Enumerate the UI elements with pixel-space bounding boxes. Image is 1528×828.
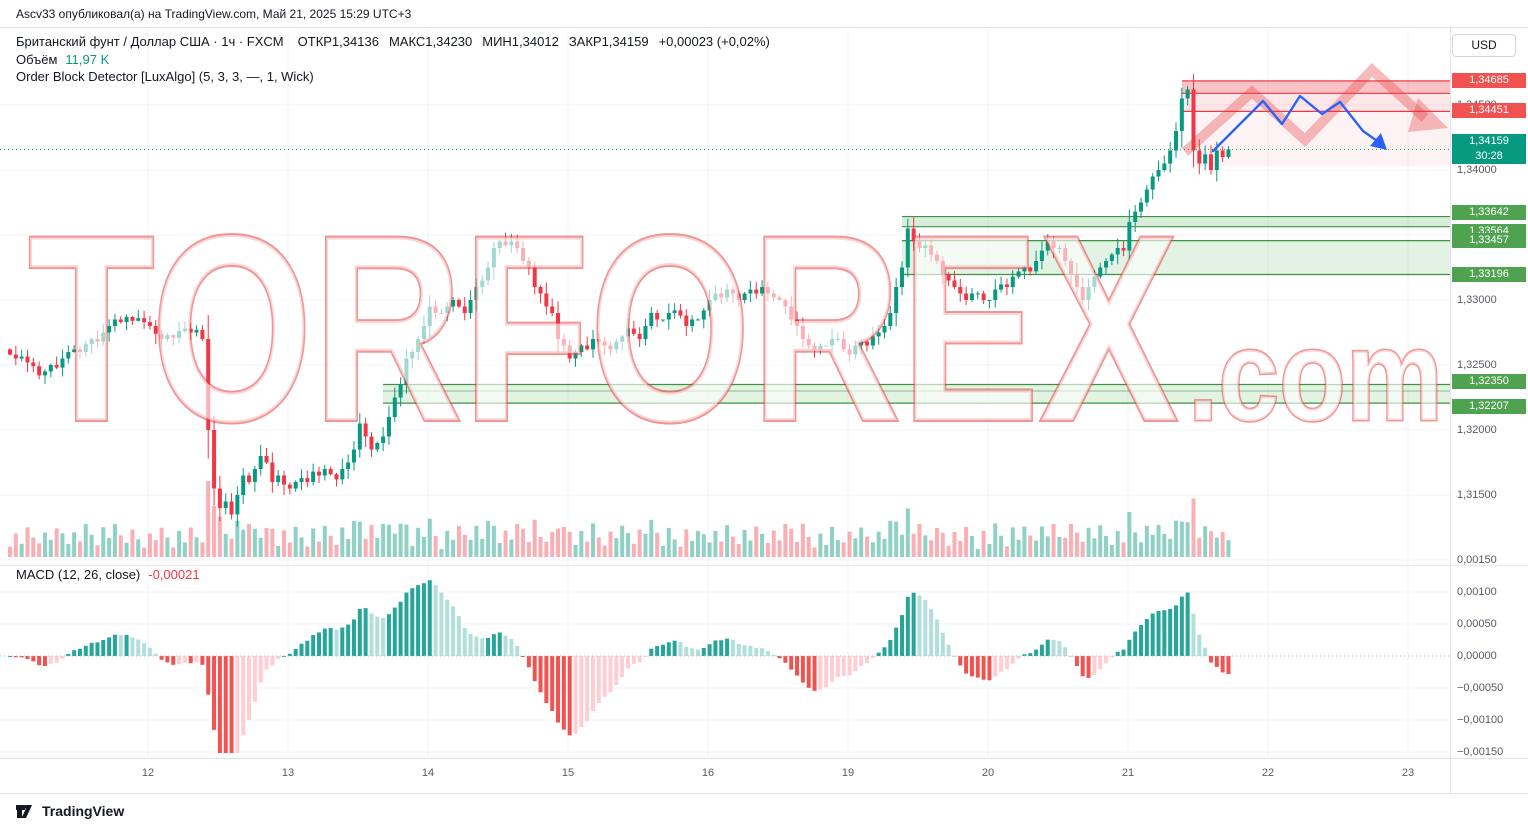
symbol-title[interactable]: Британский фунт / Доллар США · 1ч · FXCM — [16, 34, 284, 49]
macd-tick: −0,00050 — [1457, 682, 1504, 694]
macd-label[interactable]: MACD (12, 26, close) — [16, 567, 141, 582]
price-tick: 1,31500 — [1457, 489, 1497, 501]
support-3 — [383, 384, 1450, 404]
macd-tick: 0,00000 — [1457, 650, 1497, 662]
indicator-legend: Order Block Detector [LuxAlgo] (5, 3, 3,… — [16, 69, 314, 84]
candles — [8, 74, 1231, 527]
indicator-label[interactable]: Order Block Detector [LuxAlgo] (5, 3, 3,… — [16, 69, 314, 84]
change-value: +0,00023 (+0,02%) — [658, 34, 770, 49]
svg-text:TORFOREX: TORFOREX — [28, 181, 1179, 477]
order-block-zones — [383, 80, 1450, 404]
time-tick: 15 — [561, 767, 575, 779]
volume-bars — [8, 481, 1231, 557]
attribution-bar: Ascv33 опубликовал(а) на TradingView.com… — [0, 0, 1528, 28]
resistance-mitigated — [1193, 111, 1450, 167]
price-tag: 1,33457 — [1452, 232, 1526, 248]
support-2 — [902, 240, 1450, 275]
time-tick: 23 — [1401, 767, 1415, 779]
macd-tick: 0,00150 — [1457, 554, 1497, 566]
price-tick: 1,33000 — [1457, 294, 1497, 306]
footer-bar: TradingView — [0, 794, 1528, 828]
ohlc-pair: МИН1,34012 — [482, 34, 559, 49]
volume-value: 11,97 K — [65, 52, 110, 67]
volume-label[interactable]: Объём — [16, 52, 58, 67]
price-tick: 1,32000 — [1457, 424, 1497, 436]
tradingview-logo-icon[interactable] — [14, 801, 34, 821]
ohlc-pair: ЗАКР1,34159 — [568, 34, 649, 49]
projection-arrow[interactable] — [1211, 94, 1387, 153]
time-tick: 14 — [421, 767, 435, 779]
ohlc-pair: ОТКР1,34136 — [297, 34, 379, 49]
price-tag: 1,33196 — [1452, 266, 1526, 282]
time-tick: 12 — [141, 767, 155, 779]
footer-brand[interactable]: TradingView — [42, 803, 125, 819]
volume-legend: Объём 11,97 K — [16, 52, 109, 67]
chart-legend: Британский фунт / Доллар США · 1ч · FXCM… — [16, 34, 770, 49]
time-tick: 22 — [1261, 767, 1275, 779]
price-tag: 1,32207 — [1452, 399, 1526, 415]
footer-separator — [0, 793, 1528, 794]
ohlc-values: ОТКР1,34136 МАКС1,34230 МИН1,34012 ЗАКР1,34… — [298, 34, 659, 49]
price-tag: 1,32350 — [1452, 373, 1526, 389]
price-axis[interactable]: 1,345001,340001,335001,330001,325001,320… — [1451, 28, 1528, 793]
time-tick: 20 — [981, 767, 995, 779]
time-tick: 16 — [701, 767, 715, 779]
time-tick: 13 — [281, 767, 295, 779]
ohlc-pair: МАКС1,34230 — [388, 34, 473, 49]
price-tag: 1,34685 — [1452, 72, 1526, 88]
price-tick: 1,32500 — [1457, 359, 1497, 371]
pane-separator[interactable] — [0, 565, 1528, 566]
resistance-upper — [1182, 80, 1450, 94]
gridlines — [0, 29, 1450, 757]
attribution-text: Ascv33 опубликовал(а) на TradingView.com… — [16, 7, 412, 21]
price-tag: 1,34159 30:28 — [1452, 134, 1526, 165]
time-axis-separator — [0, 758, 1528, 759]
macd-value: -0,00021 — [148, 567, 200, 582]
macd-legend: MACD (12, 26, close) -0,00021 — [16, 567, 200, 582]
macd-tick: 0,00050 — [1457, 618, 1497, 630]
macd-tick: 0,00100 — [1457, 586, 1497, 598]
svg-text:.com: .com — [1188, 302, 1443, 448]
price-tag: 1,34451 — [1452, 103, 1526, 119]
watermark: TORFOREX .com — [26, 63, 1448, 479]
price-tag: 1,33642 — [1452, 204, 1526, 220]
currency-toggle-button[interactable]: USD — [1452, 34, 1516, 57]
time-tick: 21 — [1121, 767, 1135, 779]
macd-tick: −0,00100 — [1457, 714, 1504, 726]
resistance-main — [1182, 80, 1450, 112]
macd-tick: −0,00150 — [1457, 746, 1504, 758]
time-axis[interactable]: 12 13 14 15 16 19 20 21 22 23 — [0, 759, 1450, 793]
support-1 — [902, 216, 1450, 227]
price-axis-separator — [1450, 28, 1451, 793]
price-tick: 1,34000 — [1457, 164, 1497, 176]
time-tick: 19 — [841, 767, 855, 779]
macd-histogram — [0, 580, 1450, 753]
